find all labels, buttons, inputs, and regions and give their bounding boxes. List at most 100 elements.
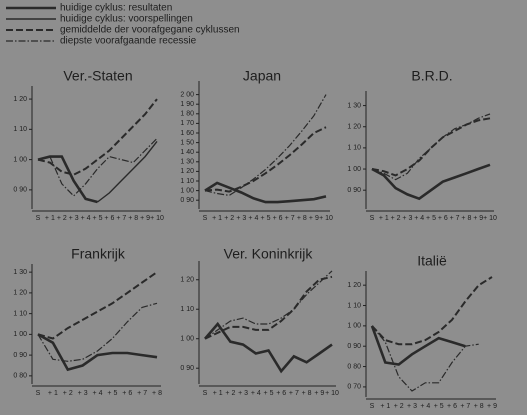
x-tick-label: + 1 [45, 215, 55, 222]
x-tick-label: + 5 [426, 215, 436, 222]
y-tick-label: 1 00 [13, 156, 27, 163]
x-tick-label: + 2 [225, 390, 235, 397]
x-tick-label: + 4 [81, 215, 91, 222]
x-tick-label: S [370, 403, 375, 410]
x-tick-label: + 10 [483, 215, 497, 222]
x-tick-label: + 4 [251, 390, 261, 397]
x-tick-label: + 9 [140, 215, 150, 222]
x-tick-label: S [370, 215, 375, 222]
x-tick-label: + 9 [487, 403, 497, 410]
x-tick-label: + 2 [57, 215, 67, 222]
x-tick-label: + 9 [473, 215, 483, 222]
y-tick-label: 1 20 [13, 290, 27, 297]
x-tick-label: + 3 [236, 215, 246, 222]
series-line [370, 325, 466, 366]
x-tick-label: + 5 [434, 403, 444, 410]
y-tick-label: 1 20 [347, 124, 361, 131]
y-tick-label: 1 00 [13, 331, 27, 338]
series-line [37, 137, 158, 197]
y-tick-label: 1 20 [13, 96, 27, 103]
chart-title: B.R.D. [411, 68, 452, 84]
series-line [371, 117, 491, 177]
y-tick-label: 0 90 [180, 197, 194, 204]
x-tick-label: + 6 [122, 390, 132, 397]
x-tick-label: + 4 [248, 215, 258, 222]
y-tick-label: 1 10 [13, 310, 27, 317]
y-tick-label: 1 90 [180, 101, 194, 108]
series-line [371, 325, 479, 392]
series-line [37, 333, 158, 372]
series-line [37, 271, 158, 340]
y-tick-label: 1 10 [347, 302, 361, 309]
x-tick-label: + 5 [264, 390, 274, 397]
x-tick-label: + 1 [379, 215, 389, 222]
y-tick-label: 1 30 [347, 102, 361, 109]
x-tick-label: + 10 [150, 215, 164, 222]
x-tick-label: + 8 [297, 215, 307, 222]
y-tick-label: 1 00 [180, 336, 194, 343]
series-line [204, 126, 327, 193]
x-tick-label: + 6 [438, 215, 448, 222]
x-tick-label: + 8 [152, 390, 162, 397]
y-tick-label: 1 00 [180, 187, 194, 194]
y-tick-label: 1 10 [180, 178, 194, 185]
x-tick-label: + 4 [414, 215, 424, 222]
series-line [371, 163, 491, 201]
chart-title: Ver.-Staten [63, 68, 132, 84]
x-tick-label: + 10 [325, 390, 339, 397]
x-tick-label: + 6 [276, 390, 286, 397]
x-tick-label: + 7 [460, 403, 470, 410]
x-tick-label: + 1 [213, 390, 223, 397]
x-tick-label: + 6 [273, 215, 283, 222]
series-line [97, 140, 158, 203]
x-tick-label: + 7 [116, 215, 126, 222]
x-tick-label: + 3 [402, 215, 412, 222]
x-tick-label: + 8 [461, 215, 471, 222]
y-tick-label: 1 40 [180, 149, 194, 156]
y-tick-label: 1 00 [347, 166, 361, 173]
y-tick-label: 1 20 [180, 277, 194, 284]
x-tick-label: + 6 [104, 215, 114, 222]
x-tick-label: S [203, 390, 208, 397]
series-line [204, 94, 327, 197]
y-tick-label: 1 50 [180, 139, 194, 146]
legend-label: diepste voorafgaande recessie [60, 36, 197, 47]
y-tick-label: 0 90 [13, 352, 27, 359]
x-tick-label: + 3 [69, 215, 79, 222]
y-tick-label: 1 30 [13, 269, 27, 276]
x-tick-label: + 8 [474, 403, 484, 410]
series-line [204, 270, 333, 340]
y-tick-label: 0 90 [180, 365, 194, 372]
y-tick-label: 0 80 [13, 373, 27, 380]
x-tick-label: + 3 [407, 403, 417, 410]
series-line [204, 321, 333, 374]
chart-title: Italië [417, 253, 447, 269]
y-tick-label: 1 20 [180, 168, 194, 175]
x-tick-label: S [203, 215, 208, 222]
y-tick-label: 1 80 [180, 111, 194, 118]
x-tick-label: + 6 [447, 403, 457, 410]
x-tick-label: + 4 [93, 390, 103, 397]
x-tick-label: + 5 [93, 215, 103, 222]
x-tick-label: + 7 [137, 390, 147, 397]
x-tick-label: + 5 [261, 215, 271, 222]
series-line [204, 275, 333, 340]
series-line [37, 155, 98, 204]
x-tick-label: + 2 [394, 403, 404, 410]
x-tick-label: + 1 [48, 390, 58, 397]
y-tick-label: 0 80 [347, 363, 361, 370]
x-tick-label: + 8 [128, 215, 138, 222]
chart-title: Ver. Koninkrijk [224, 246, 314, 262]
x-tick-label: S [36, 215, 41, 222]
x-tick-label: + 2 [224, 215, 234, 222]
y-tick-label: 1 00 [347, 323, 361, 330]
y-tick-label: 1 10 [180, 306, 194, 313]
y-tick-label: 0 90 [13, 187, 27, 194]
y-tick-label: 1 10 [347, 145, 361, 152]
x-tick-label: + 9 [314, 390, 324, 397]
y-tick-label: 0 90 [347, 187, 361, 194]
legend-label: huidige cyklus: voorspellingen [60, 14, 193, 25]
x-tick-label: + 4 [420, 403, 430, 410]
x-tick-label: + 3 [238, 390, 248, 397]
